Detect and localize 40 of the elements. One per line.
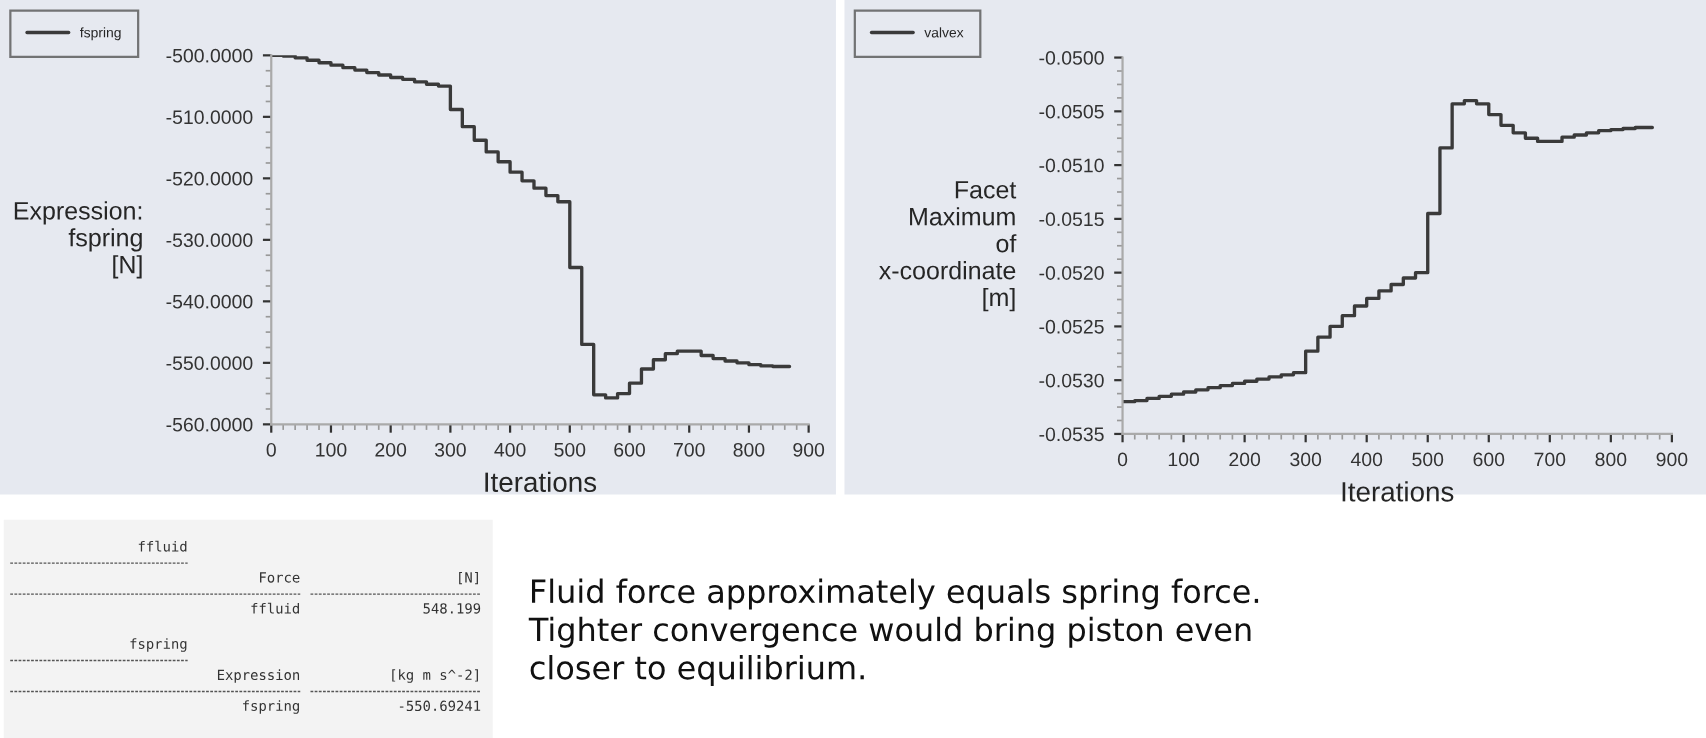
x-axis-title: Iterations xyxy=(485,471,597,493)
y-tick-label: -520.0000 xyxy=(166,171,253,186)
x-tick-label: 800 xyxy=(1595,452,1627,467)
x-tick-label: 900 xyxy=(1656,452,1688,467)
y-tick-label: -0.0505 xyxy=(1039,104,1104,119)
x-tick-label: 300 xyxy=(1290,452,1322,467)
y-tick-label: -560.0000 xyxy=(166,417,253,432)
y-tick-label: -510.0000 xyxy=(166,110,253,125)
x-tick-label: 200 xyxy=(1229,452,1261,467)
y-tick-label: -530.0000 xyxy=(166,233,253,248)
x-tick-label: 900 xyxy=(793,442,825,457)
x-tick-label: 100 xyxy=(1168,452,1200,467)
x-tick-label: 500 xyxy=(554,442,586,457)
y-tick-label: -550.0000 xyxy=(166,356,253,371)
x-tick-label: 100 xyxy=(316,442,347,457)
x-tick-label: 700 xyxy=(1534,452,1566,467)
y-axis-title: Facet Maximum of x-coordinate [m] xyxy=(879,181,1017,312)
x-tick-label: 800 xyxy=(733,442,765,457)
x-tick-label: 500 xyxy=(1412,452,1444,467)
y-tick-label: -0.0535 xyxy=(1039,427,1104,442)
x-tick-label: 400 xyxy=(494,442,526,457)
x-tick-label: 400 xyxy=(1350,452,1383,467)
x-tick-label: 600 xyxy=(1473,452,1505,467)
y-tick-label: -500.0000 xyxy=(166,48,253,63)
y-tick-label: -540.0000 xyxy=(166,294,253,309)
x-tick-label: 700 xyxy=(674,442,705,457)
x-axis-title: Iterations xyxy=(1342,481,1454,502)
x-tick-label: 0 xyxy=(266,442,276,457)
y-tick-label: -0.0530 xyxy=(1039,373,1104,388)
x-tick-label: 0 xyxy=(1117,452,1128,467)
text: Fluid force approximately equals spring force. Tighter convergence would bring piston even closer to equilibrium. xyxy=(528,578,1259,686)
y-tick-label: -0.0515 xyxy=(1039,212,1104,227)
y-tick-label: -0.0520 xyxy=(1039,266,1104,280)
x-tick-label: 600 xyxy=(614,442,645,457)
x-tick-label: 300 xyxy=(434,442,466,457)
y-tick-label: -0.0525 xyxy=(1039,319,1104,334)
y-tick-label: -0.0510 xyxy=(1039,158,1104,173)
y-tick-label: -0.0500 xyxy=(1039,51,1104,65)
x-tick-label: 200 xyxy=(375,442,407,457)
y-axis-title: Expression: fspring [N] xyxy=(14,201,142,279)
